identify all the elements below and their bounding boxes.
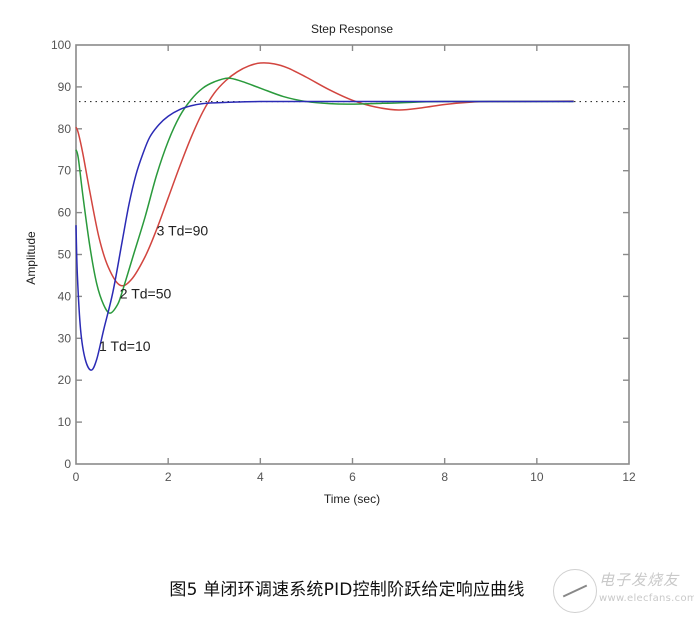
axis-ticks: 0 2 4 6 8 10 12 0 10 20 30 40 50 60 70 80 90 100 <box>51 38 636 484</box>
series-labels: 1 Td=10 2 Td=50 3 Td=90 <box>99 223 208 354</box>
y-axis-label: Amplitude <box>24 231 38 285</box>
figure-caption: 图5 单闭环调速系统PID控制阶跃给定响应曲线 <box>169 580 525 600</box>
y-tick-label: 70 <box>58 164 72 178</box>
series-line-2 <box>75 77 574 314</box>
y-tick-label: 60 <box>58 206 72 220</box>
series-label-2: 2 Td=50 <box>120 285 172 301</box>
plot-area <box>75 44 630 465</box>
chart-title: Step Response <box>311 22 393 36</box>
x-tick-label: 8 <box>441 470 448 484</box>
y-tick-label: 20 <box>58 373 72 387</box>
x-tick-label: 0 <box>73 470 80 484</box>
y-tick-label: 90 <box>58 80 72 94</box>
y-tick-label: 0 <box>64 457 71 471</box>
y-tick-label: 100 <box>51 38 71 52</box>
x-tick-label: 6 <box>349 470 356 484</box>
watermark-url: www.elecfans.com <box>599 593 694 604</box>
series-line-3 <box>75 62 574 287</box>
y-tick-label: 30 <box>58 331 72 345</box>
watermark: 电子发烧友 www.elecfans.com <box>553 563 694 619</box>
y-tick-label: 50 <box>58 248 72 262</box>
x-tick-label: 12 <box>622 470 636 484</box>
step-response-chart: Step Response 0 2 4 6 8 10 12 0 10 20 30 40 50 60 70 80… <box>24 22 636 506</box>
x-axis-label: Time (sec) <box>324 492 380 506</box>
y-tick-label: 40 <box>58 289 72 303</box>
y-tick-label: 10 <box>58 415 72 429</box>
y-tick-label: 80 <box>58 122 72 136</box>
x-tick-label: 10 <box>530 470 544 484</box>
series-label-1: 1 Td=10 <box>99 338 151 354</box>
watermark-logo-icon <box>553 569 597 613</box>
x-tick-label: 4 <box>257 470 264 484</box>
x-tick-label: 2 <box>165 470 172 484</box>
watermark-brand: 电子发烧友 <box>599 571 680 589</box>
series-label-3: 3 Td=90 <box>157 223 209 239</box>
series-lines <box>75 62 574 371</box>
series-line-1 <box>75 100 574 371</box>
